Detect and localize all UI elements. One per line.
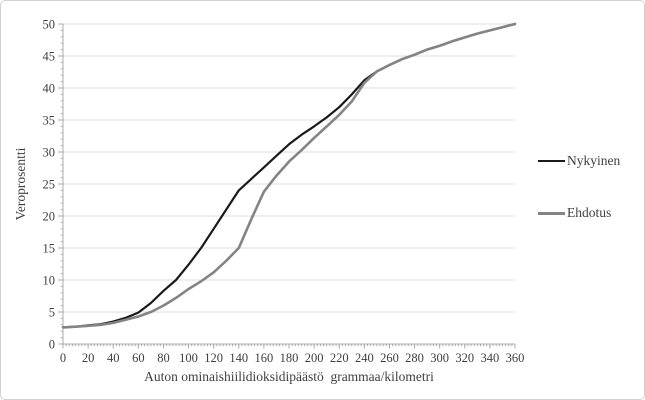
legend-label-ehdotus: Ehdotus	[567, 205, 612, 220]
y-axis-title: Veroprosentti	[13, 147, 28, 221]
x-tick-label: 40	[107, 351, 120, 365]
legend-item-nykyinen: Nykyinen	[538, 153, 620, 169]
x-tick-label: 200	[305, 351, 324, 365]
x-axis-title: Auton ominaishiilidioksidipäästö grammaa…	[144, 369, 434, 384]
x-tick-label: 260	[380, 351, 399, 365]
x-tick-label: 60	[132, 351, 145, 365]
legend-item-ehdotus: Ehdotus	[538, 205, 611, 221]
y-tick-label: 50	[43, 17, 56, 31]
x-tick-label: 340	[481, 351, 500, 365]
ehdotus-curve	[61, 22, 517, 329]
ehdotus-line-swatch	[538, 211, 565, 215]
x-tick-label: 20	[82, 351, 95, 365]
x-tick-label: 80	[157, 351, 170, 365]
x-tick-label: 180	[280, 351, 299, 365]
y-tick-label: 15	[43, 241, 56, 255]
y-tick-label: 45	[43, 49, 56, 63]
y-tick-label: 5	[49, 305, 55, 319]
x-tick-label: 240	[355, 351, 374, 365]
y-tick-label: 20	[43, 209, 56, 223]
y-tick-label: 35	[43, 113, 56, 127]
x-tick-label: 220	[330, 351, 349, 365]
nykyinen-line-swatch	[538, 160, 565, 162]
y-tick-label: 0	[49, 337, 55, 351]
x-tick-label: 140	[229, 351, 248, 365]
x-tick-label: 300	[430, 351, 449, 365]
legend-label-nykyinen: Nykyinen	[567, 153, 621, 168]
x-tick-label: 280	[405, 351, 424, 365]
x-tick-label: 0	[60, 351, 66, 365]
x-tick-label: 360	[506, 351, 525, 365]
x-tick-label: 120	[204, 351, 223, 365]
nykyinen-curve	[61, 22, 517, 329]
y-tick-label: 40	[43, 81, 56, 95]
y-tick-label: 25	[43, 177, 56, 191]
y-tick-label: 30	[43, 145, 56, 159]
x-tick-label: 320	[455, 351, 474, 365]
x-tick-label: 160	[255, 351, 274, 365]
x-tick-label: 100	[179, 351, 198, 365]
y-tick-label: 10	[43, 273, 56, 287]
